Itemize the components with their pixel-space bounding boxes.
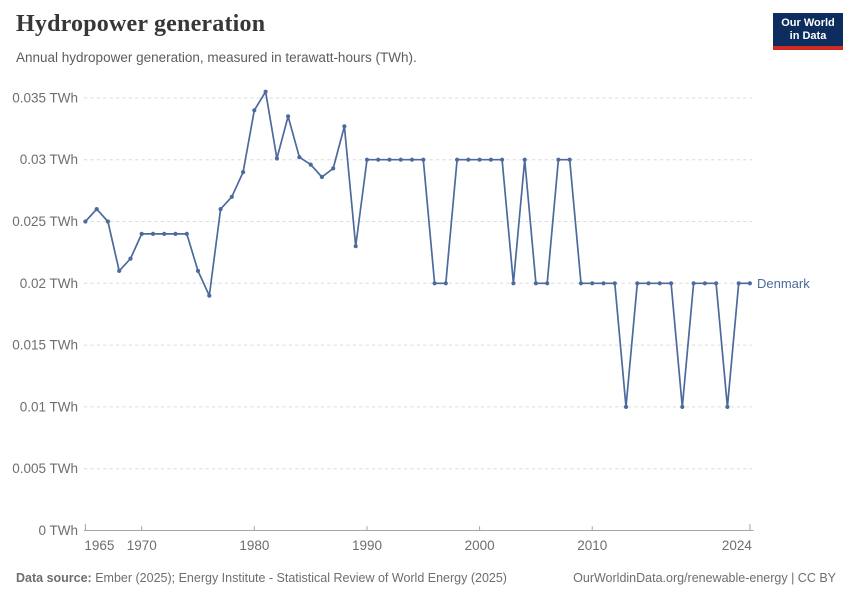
series-label-denmark[interactable]: Denmark [757,276,810,291]
page-title: Hydropower generation [16,11,266,37]
data-point-marker [702,281,708,286]
data-point-marker [274,156,279,161]
data-point-marker [387,157,392,162]
logo-line-1: Our World [781,16,835,29]
chart-footer: Data source: Ember (2025); Energy Instit… [16,571,836,585]
data-point-marker [409,157,415,162]
data-point-marker [241,170,246,175]
data-point-marker [150,231,156,236]
data-point-marker [691,281,696,286]
data-source-note: Data source: Ember (2025); Energy Instit… [16,571,507,585]
owid-logo[interactable]: Our World in Data [773,13,843,50]
data-point-marker [229,194,234,199]
logo-line-2: in Data [789,29,827,42]
data-source-text: Ember (2025); Energy Institute - Statist… [95,571,507,585]
data-point-marker [455,157,460,162]
data-point-marker [252,108,257,113]
data-point-marker [432,281,437,286]
data-point-marker [500,157,505,162]
data-point-marker [139,231,144,236]
data-point-marker [184,231,189,236]
data-point-marker [398,157,403,162]
data-point-marker [83,219,88,224]
data-point-marker [736,281,741,286]
x-axis-tick-label: 2000 [465,538,495,553]
data-point-marker [117,268,122,273]
data-point-marker [714,281,719,286]
data-point-marker [94,207,99,212]
data-point-marker [635,281,640,286]
y-axis-tick-label: 0.015 TWh [12,338,78,353]
data-point-marker [421,157,426,162]
y-axis-tick-label: 0 TWh [38,523,78,538]
y-axis-tick-label: 0.005 TWh [12,461,78,476]
data-point-marker [657,281,662,286]
data-point-marker [443,281,448,286]
data-point-marker [173,231,178,236]
data-point-marker [319,174,324,180]
data-point-marker [128,256,133,261]
data-point-marker [263,89,268,94]
data-point-marker [646,281,651,286]
y-axis-tick-label: 0.025 TWh [12,214,78,229]
data-point-marker [533,281,539,286]
x-axis-tick-label: 1980 [239,538,269,553]
data-point-marker [342,124,347,129]
y-axis-tick-label: 0.035 TWh [12,90,78,105]
y-axis-tick-label: 0.03 TWh [20,152,78,167]
data-point-marker [680,404,685,409]
data-point-marker [162,231,167,236]
data-point-marker [590,281,595,286]
x-axis-tick-label: 1990 [352,538,382,553]
data-point-marker [308,162,313,167]
data-point-marker [477,157,482,162]
y-axis-tick-label: 0.02 TWh [20,276,78,291]
x-axis-tick-label: 1965 [84,538,114,553]
data-point-marker [623,404,629,409]
data-point-marker [195,268,201,273]
data-point-marker [466,157,471,162]
data-point-marker [747,281,753,286]
x-axis-tick-label: 2010 [577,538,607,553]
data-line [84,90,751,408]
data-point-marker [331,166,336,171]
footer-license-link[interactable]: OurWorldinData.org/renewable-energy | CC… [573,571,836,585]
data-point-marker [511,281,516,286]
chart-subtitle: Annual hydropower generation, measured i… [16,50,417,65]
y-axis-tick-label: 0.01 TWh [20,399,78,414]
data-point-marker [218,207,223,212]
data-point-marker [601,281,606,286]
data-point-marker [286,114,291,119]
data-point-marker [578,281,584,286]
data-point-marker [353,244,358,249]
data-point-marker [364,157,370,162]
data-source-label: Data source: [16,571,92,585]
data-point-marker [522,157,527,162]
data-point-marker [545,281,550,286]
data-point-marker [105,219,110,224]
data-point-marker [207,293,212,298]
data-point-marker [725,404,730,409]
data-point-marker [567,157,572,162]
data-point-marker [488,157,493,162]
data-point-marker [297,155,302,160]
data-point-marker [376,157,381,162]
data-point-marker [612,281,617,286]
x-axis-tick-label: 1970 [127,538,157,553]
x-axis-tick-label: 2024 [722,538,753,553]
data-point-marker [669,281,674,286]
data-point-marker [556,157,561,162]
